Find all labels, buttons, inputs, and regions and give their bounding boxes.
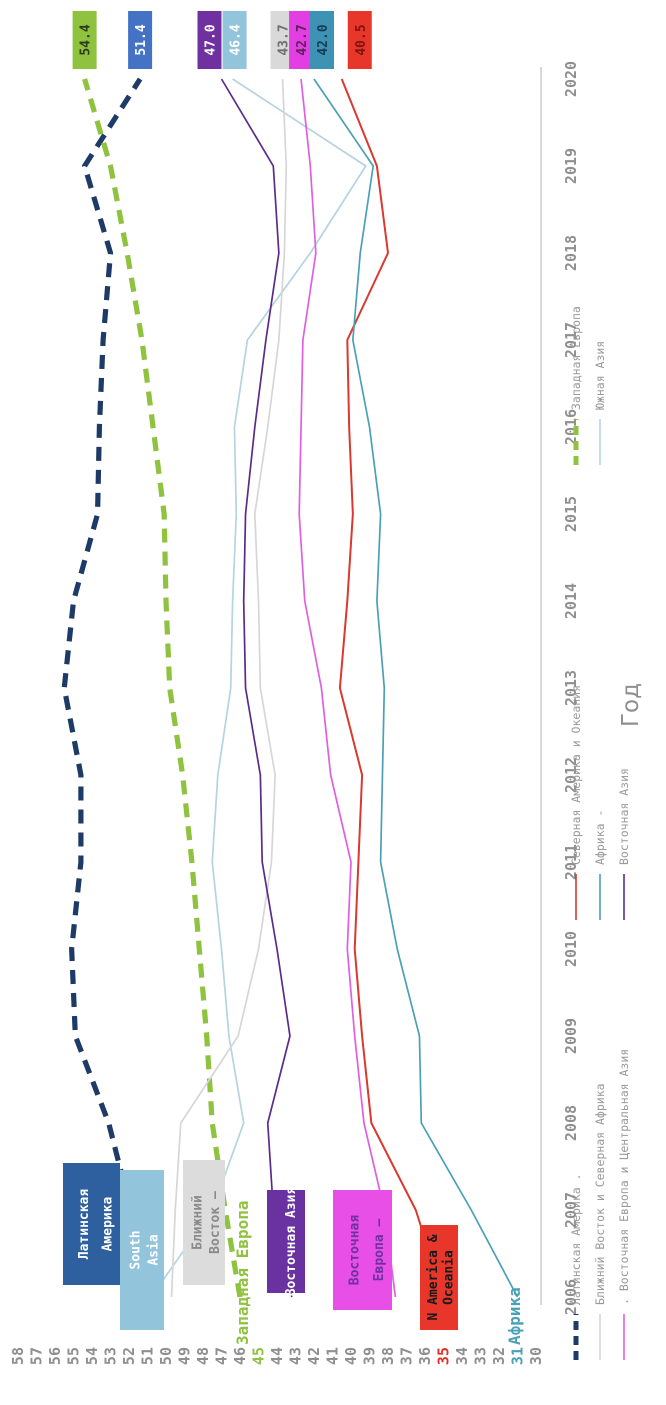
y-tick-34: 34 bbox=[453, 1347, 471, 1365]
x-tick-2015: 2015 bbox=[562, 496, 580, 532]
end-label-box-western-europe bbox=[72, 11, 97, 69]
x-tick-2012: 2012 bbox=[562, 757, 580, 793]
y-tick-55: 55 bbox=[65, 1347, 83, 1365]
y-tick-33: 33 bbox=[472, 1347, 490, 1365]
x-tick-2006: 2006 bbox=[562, 1279, 580, 1315]
x-tick-2011: 2011 bbox=[562, 844, 580, 880]
y-tick-53: 53 bbox=[102, 1347, 120, 1365]
y-tick-45: 45 bbox=[250, 1347, 268, 1365]
y-tick-52: 52 bbox=[120, 1347, 138, 1365]
legend-label-south-asia: Южная Азия bbox=[593, 341, 607, 410]
series-line-middle-east bbox=[170, 78, 288, 1298]
series-line-eastern-europe bbox=[298, 78, 397, 1298]
y-tick-46: 46 bbox=[231, 1347, 249, 1365]
legend-label-north-america: Северная Америка и Океания bbox=[569, 685, 583, 865]
y-tick-56: 56 bbox=[46, 1347, 64, 1365]
series-line-latin-america bbox=[61, 77, 143, 1298]
annotation-text-latin-america: Америка bbox=[101, 1196, 116, 1251]
annotation-text-east-asia: Восточная Азия bbox=[284, 1187, 299, 1297]
y-tick-58: 58 bbox=[9, 1347, 27, 1365]
x-tick-2010: 2010 bbox=[562, 931, 580, 967]
end-label-latin-america: 51.4 bbox=[134, 24, 149, 55]
x-tick-2013: 2013 bbox=[562, 670, 580, 706]
x-tick-2019: 2019 bbox=[562, 148, 580, 184]
legend-label-latin-america: Латинская Америка . bbox=[569, 1173, 583, 1305]
y-tick-57: 57 bbox=[28, 1347, 46, 1365]
y-tick-36: 36 bbox=[416, 1347, 434, 1365]
legend-label-middle-east: Ближний Восток и Северная Африка bbox=[593, 1083, 607, 1305]
y-tick-40: 40 bbox=[342, 1347, 360, 1365]
end-label-north-america: 40.5 bbox=[354, 24, 369, 55]
y-tick-30: 30 bbox=[527, 1347, 545, 1365]
y-tick-31: 31 bbox=[509, 1347, 527, 1365]
end-label-box-north-america bbox=[347, 11, 372, 69]
series-line-east-asia bbox=[220, 78, 293, 1298]
annotation-box-middle-east bbox=[183, 1160, 225, 1285]
end-label-box-east-asia bbox=[197, 11, 222, 69]
y-tick-44: 44 bbox=[268, 1347, 286, 1365]
x-tick-2016: 2016 bbox=[562, 409, 580, 445]
x-tick-2008: 2008 bbox=[562, 1105, 580, 1141]
y-tick-49: 49 bbox=[176, 1347, 194, 1365]
legend-label-africa: Африка - bbox=[593, 810, 607, 865]
x-tick-2017: 2017 bbox=[562, 322, 580, 358]
series-line-africa bbox=[313, 78, 519, 1298]
y-tick-41: 41 bbox=[324, 1347, 342, 1365]
annotation-text-south-asia: Asia bbox=[147, 1234, 162, 1265]
annotation-text-north-america: Oceania bbox=[442, 1250, 457, 1305]
y-tick-42: 42 bbox=[305, 1347, 323, 1365]
annotation-box-eastern-europe bbox=[333, 1190, 392, 1310]
y-tick-47: 47 bbox=[213, 1347, 231, 1365]
x-axis-title: Год bbox=[618, 683, 644, 727]
annotation-text-latin-america: Латинская bbox=[77, 1189, 92, 1260]
end-label-box-africa bbox=[310, 11, 334, 69]
end-label-eastern-europe: 42.7 bbox=[295, 24, 310, 55]
end-label-africa: 42.0 bbox=[316, 24, 331, 55]
y-tick-39: 39 bbox=[361, 1347, 379, 1365]
annotation-text-south-asia: South bbox=[128, 1230, 143, 1269]
x-tick-2009: 2009 bbox=[562, 1018, 580, 1054]
annotation-text-eastern-europe: Европа ― bbox=[372, 1219, 387, 1282]
x-tick-2007: 2007 bbox=[562, 1192, 580, 1228]
y-tick-51: 51 bbox=[139, 1347, 157, 1365]
annotation-box-south-asia bbox=[120, 1170, 164, 1330]
end-label-south-asia: 46.4 bbox=[229, 24, 244, 55]
legend-label-western-europe: Западная Европа bbox=[569, 306, 583, 410]
end-label-western-europe: 54.4 bbox=[79, 24, 94, 55]
y-tick-38: 38 bbox=[379, 1347, 397, 1365]
end-label-east-asia: 47.0 bbox=[204, 24, 219, 55]
end-label-box-eastern-europe bbox=[289, 11, 314, 69]
annotation-box-north-america bbox=[420, 1225, 458, 1330]
end-label-box-middle-east bbox=[270, 11, 295, 69]
annotation-text-middle-east: Ближний bbox=[191, 1195, 206, 1250]
annotation-text-eastern-europe: Восточная bbox=[348, 1215, 363, 1286]
legend-label-east-asia: Восточная Азия bbox=[617, 768, 631, 865]
legend-label-eastern-europe: . Восточная Европа и Центральная Азия bbox=[617, 1049, 631, 1305]
series-line-south-asia bbox=[150, 78, 367, 1298]
y-tick-50: 50 bbox=[157, 1347, 175, 1365]
end-label-box-south-asia bbox=[222, 11, 247, 69]
end-label-middle-east: 43.7 bbox=[277, 24, 292, 55]
y-tick-54: 54 bbox=[83, 1347, 101, 1365]
y-tick-37: 37 bbox=[398, 1347, 416, 1365]
annotation-box-latin-america bbox=[63, 1163, 120, 1285]
annotation-box-east-asia bbox=[267, 1190, 305, 1293]
y-tick-35: 35 bbox=[435, 1347, 453, 1365]
y-tick-43: 43 bbox=[287, 1347, 305, 1365]
y-tick-48: 48 bbox=[194, 1347, 212, 1365]
y-tick-32: 32 bbox=[490, 1347, 508, 1365]
x-tick-2018: 2018 bbox=[562, 235, 580, 271]
annotation-text-middle-east: Восток ― bbox=[208, 1191, 223, 1254]
x-tick-2014: 2014 bbox=[562, 583, 580, 619]
x-tick-2020: 2020 bbox=[562, 61, 580, 97]
series-line-western-europe bbox=[82, 78, 243, 1298]
annotation-text-africa: Африка bbox=[505, 1287, 524, 1345]
annotation-text-western-europe: Западная Европа bbox=[233, 1201, 252, 1346]
end-label-box-latin-america bbox=[128, 11, 153, 69]
series-line-north-america bbox=[338, 78, 445, 1298]
annotation-text-north-america: N America & bbox=[426, 1234, 441, 1320]
